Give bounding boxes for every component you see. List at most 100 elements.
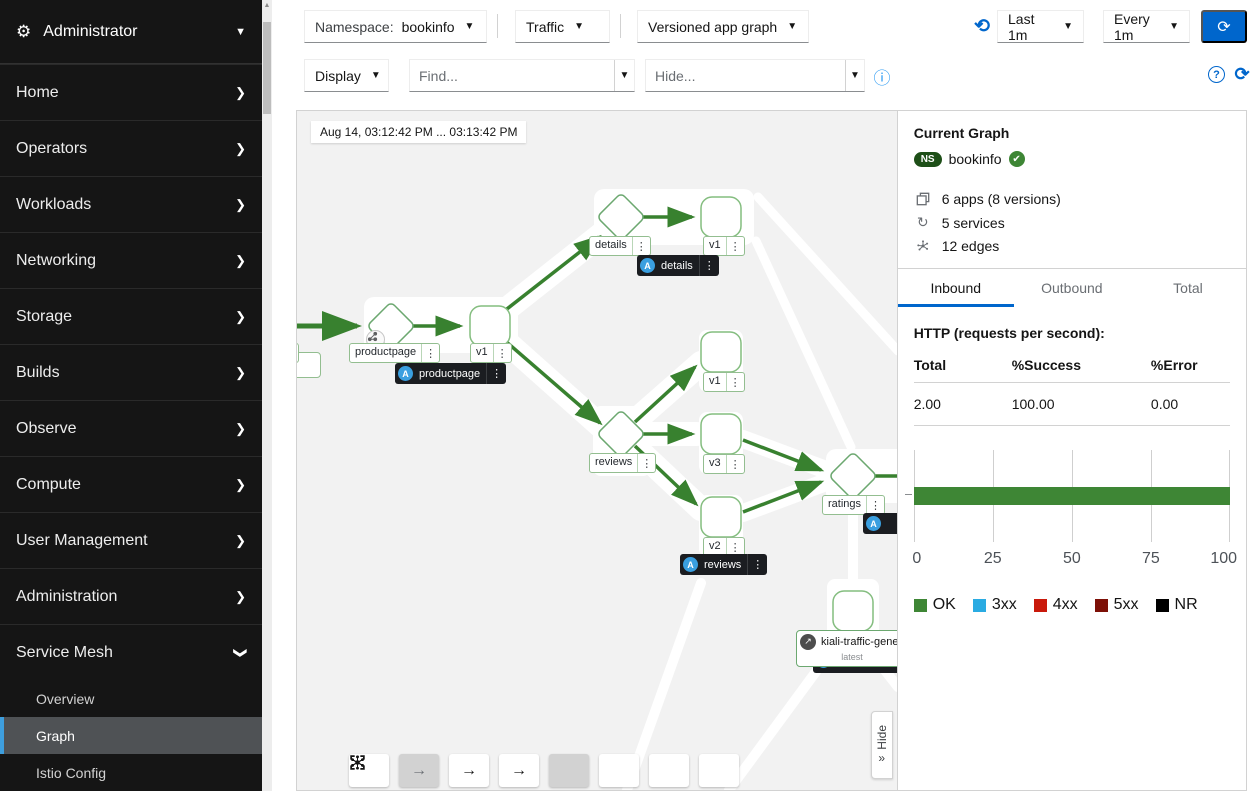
sidebar-item-user-management[interactable]: User Management ❯ bbox=[0, 512, 262, 568]
find-options-caret-icon[interactable]: ▼ bbox=[614, 60, 634, 91]
layout-network-1-button[interactable] bbox=[351, 754, 639, 787]
graph-type-dropdown[interactable]: Versioned app graph ▼ bbox=[637, 10, 809, 43]
sidebar-item-home[interactable]: Home ❯ bbox=[0, 64, 262, 120]
find-input[interactable] bbox=[410, 60, 614, 91]
details-v1-label[interactable]: v1 ⋮ bbox=[703, 236, 745, 256]
gateway-node-box[interactable] bbox=[297, 352, 321, 378]
http-rates-table: Total %Success %Error 2.00 100.00 0.00 bbox=[913, 349, 1230, 426]
details-app-badge[interactable]: A details ⋮ bbox=[637, 255, 719, 276]
sidebar-item-builds[interactable]: Builds ❯ bbox=[0, 344, 262, 400]
refresh-interval-dropdown[interactable]: Every 1m ▼ bbox=[1103, 10, 1190, 43]
sidebar-item-observe[interactable]: Observe ❯ bbox=[0, 400, 262, 456]
sidebar-item-overview[interactable]: Overview bbox=[36, 690, 95, 707]
sidebar-item-compute[interactable]: Compute ❯ bbox=[0, 456, 262, 512]
layout-arrow-disabled-button[interactable]: → bbox=[399, 754, 439, 787]
tab-total[interactable]: Total bbox=[1173, 280, 1203, 296]
display-dropdown[interactable]: Display ▼ bbox=[304, 59, 389, 92]
details-v1-node bbox=[700, 196, 742, 238]
productpage-v1-label[interactable]: v1 ⋮ bbox=[470, 343, 512, 363]
perspective-switcher[interactable]: ⚙ Administrator ▼ bbox=[0, 0, 262, 64]
sidebar-item-istio-config[interactable]: Istio Config bbox=[36, 764, 107, 781]
kebab-menu-icon[interactable]: ⋮ bbox=[725, 455, 744, 473]
sidebar-item-networking[interactable]: Networking ❯ bbox=[0, 232, 262, 288]
duration-dropdown[interactable]: Last 1m ▼ bbox=[997, 10, 1084, 43]
kebab-menu-icon[interactable]: ⋮ bbox=[486, 363, 506, 384]
sidebar-item-workloads[interactable]: Workloads ❯ bbox=[0, 176, 262, 232]
hide-input[interactable] bbox=[646, 60, 845, 91]
kebab-menu-icon[interactable]: ⋮ bbox=[725, 373, 744, 391]
productpage-service-label[interactable]: productpage ⋮ bbox=[349, 343, 441, 363]
traffic-generator-label[interactable]: ↗ kiali-traffic-generator latest bbox=[796, 630, 897, 667]
sidebar-item-service-mesh[interactable]: Service Mesh ❯ bbox=[0, 624, 262, 680]
main-content: Namespace: bookinfo ▼ Traffic ▼ Versione… bbox=[272, 0, 1255, 791]
caret-down-icon: ▼ bbox=[464, 21, 475, 32]
namespace-name[interactable]: bookinfo bbox=[948, 151, 1002, 167]
sidebar-scrollbar[interactable]: ▲ bbox=[262, 0, 272, 791]
legend-item-5xx[interactable]: 5xx bbox=[1094, 596, 1139, 614]
find-hide-info-icon[interactable]: ⓘ bbox=[873, 68, 891, 88]
app-icon: A bbox=[640, 258, 655, 273]
4xx-swatch bbox=[1033, 598, 1047, 612]
edges-icon bbox=[914, 239, 932, 253]
kebab-menu-icon[interactable]: ⋮ bbox=[725, 237, 744, 255]
scroll-up-icon[interactable]: ▲ bbox=[263, 2, 271, 9]
help-icon[interactable]: ? bbox=[1208, 66, 1225, 83]
zoom-to-fit-button[interactable] bbox=[349, 754, 389, 787]
refresh-button[interactable]: ⟳ bbox=[1201, 10, 1247, 43]
kebab-menu-icon[interactable]: ⋮ bbox=[866, 496, 884, 514]
layout-arrow-1-button[interactable]: → bbox=[449, 754, 489, 787]
graph-canvas[interactable]: Aug 14, 03:12:42 PM ... 03:13:42 PM y ⋮ … bbox=[297, 111, 897, 790]
ratings-service-label[interactable]: ratings ⋮ bbox=[822, 495, 886, 515]
graph-frame: Aug 14, 03:12:42 PM ... 03:13:42 PM y ⋮ … bbox=[296, 110, 1247, 791]
reviews-app-badge[interactable]: A reviews ⋮ bbox=[680, 554, 768, 575]
namespace-label: Namespace: bbox=[315, 18, 394, 35]
hide-panel-button[interactable]: Hide » bbox=[870, 711, 893, 779]
ratings-app-badge[interactable]: A bbox=[863, 513, 897, 534]
layout-network-2-button[interactable] bbox=[351, 754, 689, 787]
apps-stat: 6 apps (8 versions) bbox=[914, 191, 1230, 207]
legend-item-nr[interactable]: NR bbox=[1155, 596, 1198, 614]
layout-arrow-2-button[interactable]: → bbox=[499, 754, 539, 787]
kebab-menu-icon[interactable]: ⋮ bbox=[297, 344, 298, 362]
hide-options-caret-icon[interactable]: ▼ bbox=[845, 60, 864, 91]
kebab-menu-icon[interactable]: ⋮ bbox=[421, 344, 439, 362]
sidebar-item-graph[interactable]: Graph bbox=[0, 717, 262, 754]
x-axis-ticks: 0 25 50 75 100 bbox=[912, 550, 1238, 567]
kebab-menu-icon[interactable]: ⋮ bbox=[637, 454, 655, 472]
traffic-dropdown[interactable]: Traffic ▼ bbox=[515, 10, 610, 43]
kebab-menu-icon[interactable]: ⋮ bbox=[747, 554, 767, 575]
sidebar-item-administration[interactable]: Administration ❯ bbox=[0, 568, 262, 624]
service-nodes[interactable] bbox=[367, 193, 877, 500]
tab-inbound[interactable]: Inbound bbox=[897, 269, 1014, 307]
tab-outbound[interactable]: Outbound bbox=[1041, 280, 1103, 296]
kebab-menu-icon[interactable]: ⋮ bbox=[725, 538, 744, 556]
chevron-down-icon: ❯ bbox=[233, 647, 249, 658]
legend-item-ok[interactable]: OK bbox=[913, 596, 956, 614]
kebab-menu-icon[interactable]: ⋮ bbox=[631, 237, 650, 255]
legend-item-4xx[interactable]: 4xx bbox=[1033, 596, 1078, 614]
reviews-v3-label[interactable]: v3 ⋮ bbox=[703, 454, 745, 474]
workload-nodes[interactable] bbox=[469, 196, 874, 632]
legend-item-3xx[interactable]: 3xx bbox=[972, 596, 1017, 614]
productpage-v1-node bbox=[469, 305, 511, 347]
graph-reload-icon[interactable]: ⟳ bbox=[1234, 63, 1250, 84]
namespace-dropdown[interactable]: Namespace: bookinfo ▼ bbox=[304, 10, 487, 43]
scrollbar-thumb[interactable] bbox=[263, 22, 271, 114]
sidebar-item-storage[interactable]: Storage ❯ bbox=[0, 288, 262, 344]
edge-productpage-details bbox=[501, 234, 602, 314]
reviews-service-label[interactable]: reviews ⋮ bbox=[589, 453, 657, 473]
layout-network-3-button[interactable] bbox=[351, 754, 739, 787]
reviews-v1-label[interactable]: v1 ⋮ bbox=[703, 372, 745, 392]
details-service-label[interactable]: details ⋮ bbox=[589, 236, 651, 256]
5xx-swatch bbox=[1094, 598, 1108, 612]
time-history-icon[interactable]: ⟲ bbox=[974, 15, 990, 37]
productpage-app-badge[interactable]: A productpage ⋮ bbox=[395, 363, 507, 384]
sidebar-item-operators[interactable]: Operators ❯ bbox=[0, 120, 262, 176]
kebab-menu-icon[interactable]: ⋮ bbox=[698, 255, 719, 276]
edge-v3-ratings bbox=[742, 438, 825, 472]
chevron-right-icon: ❯ bbox=[235, 420, 246, 436]
app-icon: A bbox=[683, 557, 698, 572]
kebab-menu-icon[interactable]: ⋮ bbox=[492, 344, 511, 362]
gateway-node-label[interactable]: y ⋮ bbox=[297, 343, 299, 363]
layout-network-active-button[interactable] bbox=[351, 754, 589, 787]
